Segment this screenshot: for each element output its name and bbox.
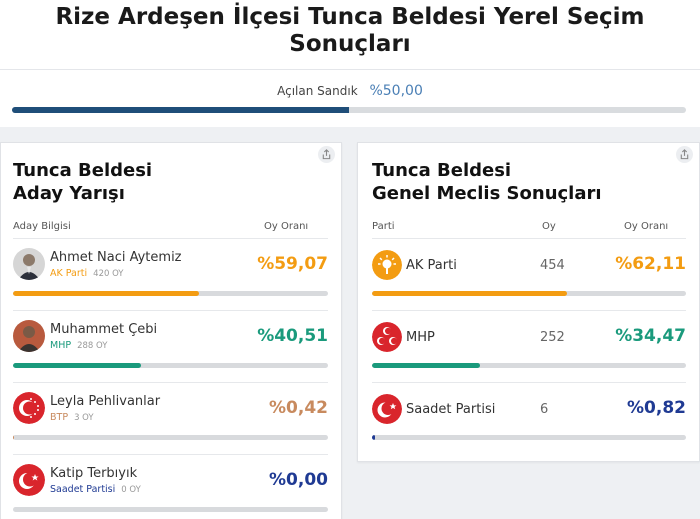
candidate-row[interactable]: Muhammet Çebi MHP 288 OY %40,51 bbox=[13, 310, 328, 382]
opened-ballot-value: %50,00 bbox=[369, 83, 423, 99]
saadet-logo-icon bbox=[372, 394, 402, 424]
opened-ballot-panel: Açılan Sandık %50,00 bbox=[0, 69, 700, 127]
party-row[interactable]: Saadet Partisi 6 %0,82 bbox=[372, 382, 686, 454]
party-vote-bar-fill bbox=[372, 363, 481, 368]
party-row[interactable]: MHP 252 %34,47 bbox=[372, 310, 686, 382]
candidate-party: Saadet Partisi bbox=[50, 484, 116, 495]
candidate-name: Ahmet Naci Aytemiz bbox=[50, 250, 182, 265]
candidate-vote-bar bbox=[13, 435, 328, 440]
party-vote-rate: %0,82 bbox=[627, 398, 686, 418]
party-vote-rate: %62,11 bbox=[615, 254, 686, 274]
ak-parti-logo-icon bbox=[372, 250, 402, 280]
candidate-vote-rate: %40,51 bbox=[257, 326, 328, 346]
column-header-vote-rate: Oy Oranı bbox=[624, 221, 669, 232]
council-results-title: Tunca Beldesi Genel Meclis Sonuçları bbox=[372, 160, 602, 204]
candidate-party-line: BTP 3 OY bbox=[50, 412, 94, 423]
candidate-vote-rate: %0,42 bbox=[269, 398, 328, 418]
column-header-vote-rate: Oy Oranı bbox=[264, 221, 309, 232]
saadet-logo-icon bbox=[13, 464, 45, 496]
council-results-card: Tunca Beldesi Genel Meclis Sonuçları Par… bbox=[357, 142, 700, 462]
party-votes: 454 bbox=[540, 258, 565, 273]
candidate-row[interactable]: Leyla Pehlivanlar BTP 3 OY %0,42 bbox=[13, 382, 328, 454]
opened-ballot-progress bbox=[12, 107, 686, 113]
party-votes: 252 bbox=[540, 330, 565, 345]
btp-logo-icon bbox=[13, 392, 45, 424]
party-vote-bar bbox=[372, 291, 686, 296]
candidate-vote-bar bbox=[13, 363, 328, 368]
candidate-vote-bar-fill bbox=[13, 363, 141, 368]
party-vote-bar bbox=[372, 435, 686, 440]
candidate-votes: 288 OY bbox=[77, 341, 108, 351]
candidate-vote-bar bbox=[13, 507, 328, 512]
party-name: MHP bbox=[406, 330, 435, 345]
candidate-party: BTP bbox=[50, 412, 69, 423]
share-icon[interactable] bbox=[318, 146, 335, 163]
party-name: Saadet Partisi bbox=[406, 402, 496, 417]
column-header-party: Parti bbox=[372, 221, 395, 232]
candidate-vote-rate: %0,00 bbox=[269, 470, 328, 490]
candidate-vote-rate: %59,07 bbox=[257, 254, 328, 274]
candidate-name: Katip Terbıyık bbox=[50, 466, 138, 481]
party-vote-bar bbox=[372, 363, 686, 368]
party-vote-bar-fill bbox=[372, 291, 568, 296]
page-title: Rize Ardeşen İlçesi Tunca Beldesi Yerel … bbox=[0, 0, 700, 69]
opened-ballot-progress-fill bbox=[12, 107, 349, 113]
candidate-name: Muhammet Çebi bbox=[50, 322, 158, 337]
candidate-race-card: Tunca Beldesi Aday Yarışı Aday Bilgisi O… bbox=[0, 142, 342, 519]
candidate-name: Leyla Pehlivanlar bbox=[50, 394, 161, 409]
candidate-party-line: AK Parti 420 OY bbox=[50, 268, 124, 279]
person-photo-icon bbox=[13, 320, 45, 352]
person-photo-icon bbox=[13, 248, 45, 280]
party-vote-rate: %34,47 bbox=[615, 326, 686, 346]
candidate-votes: 3 OY bbox=[74, 413, 94, 423]
candidate-votes: 420 OY bbox=[93, 269, 124, 279]
column-header-votes: Oy bbox=[542, 221, 556, 232]
candidate-vote-bar-fill bbox=[13, 435, 15, 440]
candidate-row[interactable]: Katip Terbıyık Saadet Partisi 0 OY %0,00 bbox=[13, 454, 328, 519]
party-name: AK Parti bbox=[406, 258, 457, 273]
candidate-vote-bar-fill bbox=[13, 291, 200, 296]
column-header-candidate-info: Aday Bilgisi bbox=[13, 221, 71, 232]
candidate-party-line: Saadet Partisi 0 OY bbox=[50, 484, 141, 495]
candidate-row[interactable]: Ahmet Naci Aytemiz AK Parti 420 OY %59,07 bbox=[13, 238, 328, 310]
party-votes: 6 bbox=[540, 402, 549, 417]
candidate-party: AK Parti bbox=[50, 268, 88, 279]
candidate-votes: 0 OY bbox=[121, 485, 141, 495]
party-row[interactable]: AK Parti 454 %62,11 bbox=[372, 238, 686, 310]
candidate-party-line: MHP 288 OY bbox=[50, 340, 107, 351]
mhp-logo-icon bbox=[372, 322, 402, 352]
candidate-party: MHP bbox=[50, 340, 72, 351]
share-icon[interactable] bbox=[676, 146, 693, 163]
opened-ballot-label: Açılan Sandık bbox=[277, 84, 358, 98]
party-vote-bar-fill bbox=[372, 435, 375, 440]
candidate-vote-bar bbox=[13, 291, 328, 296]
candidate-race-title: Tunca Beldesi Aday Yarışı bbox=[13, 160, 153, 204]
